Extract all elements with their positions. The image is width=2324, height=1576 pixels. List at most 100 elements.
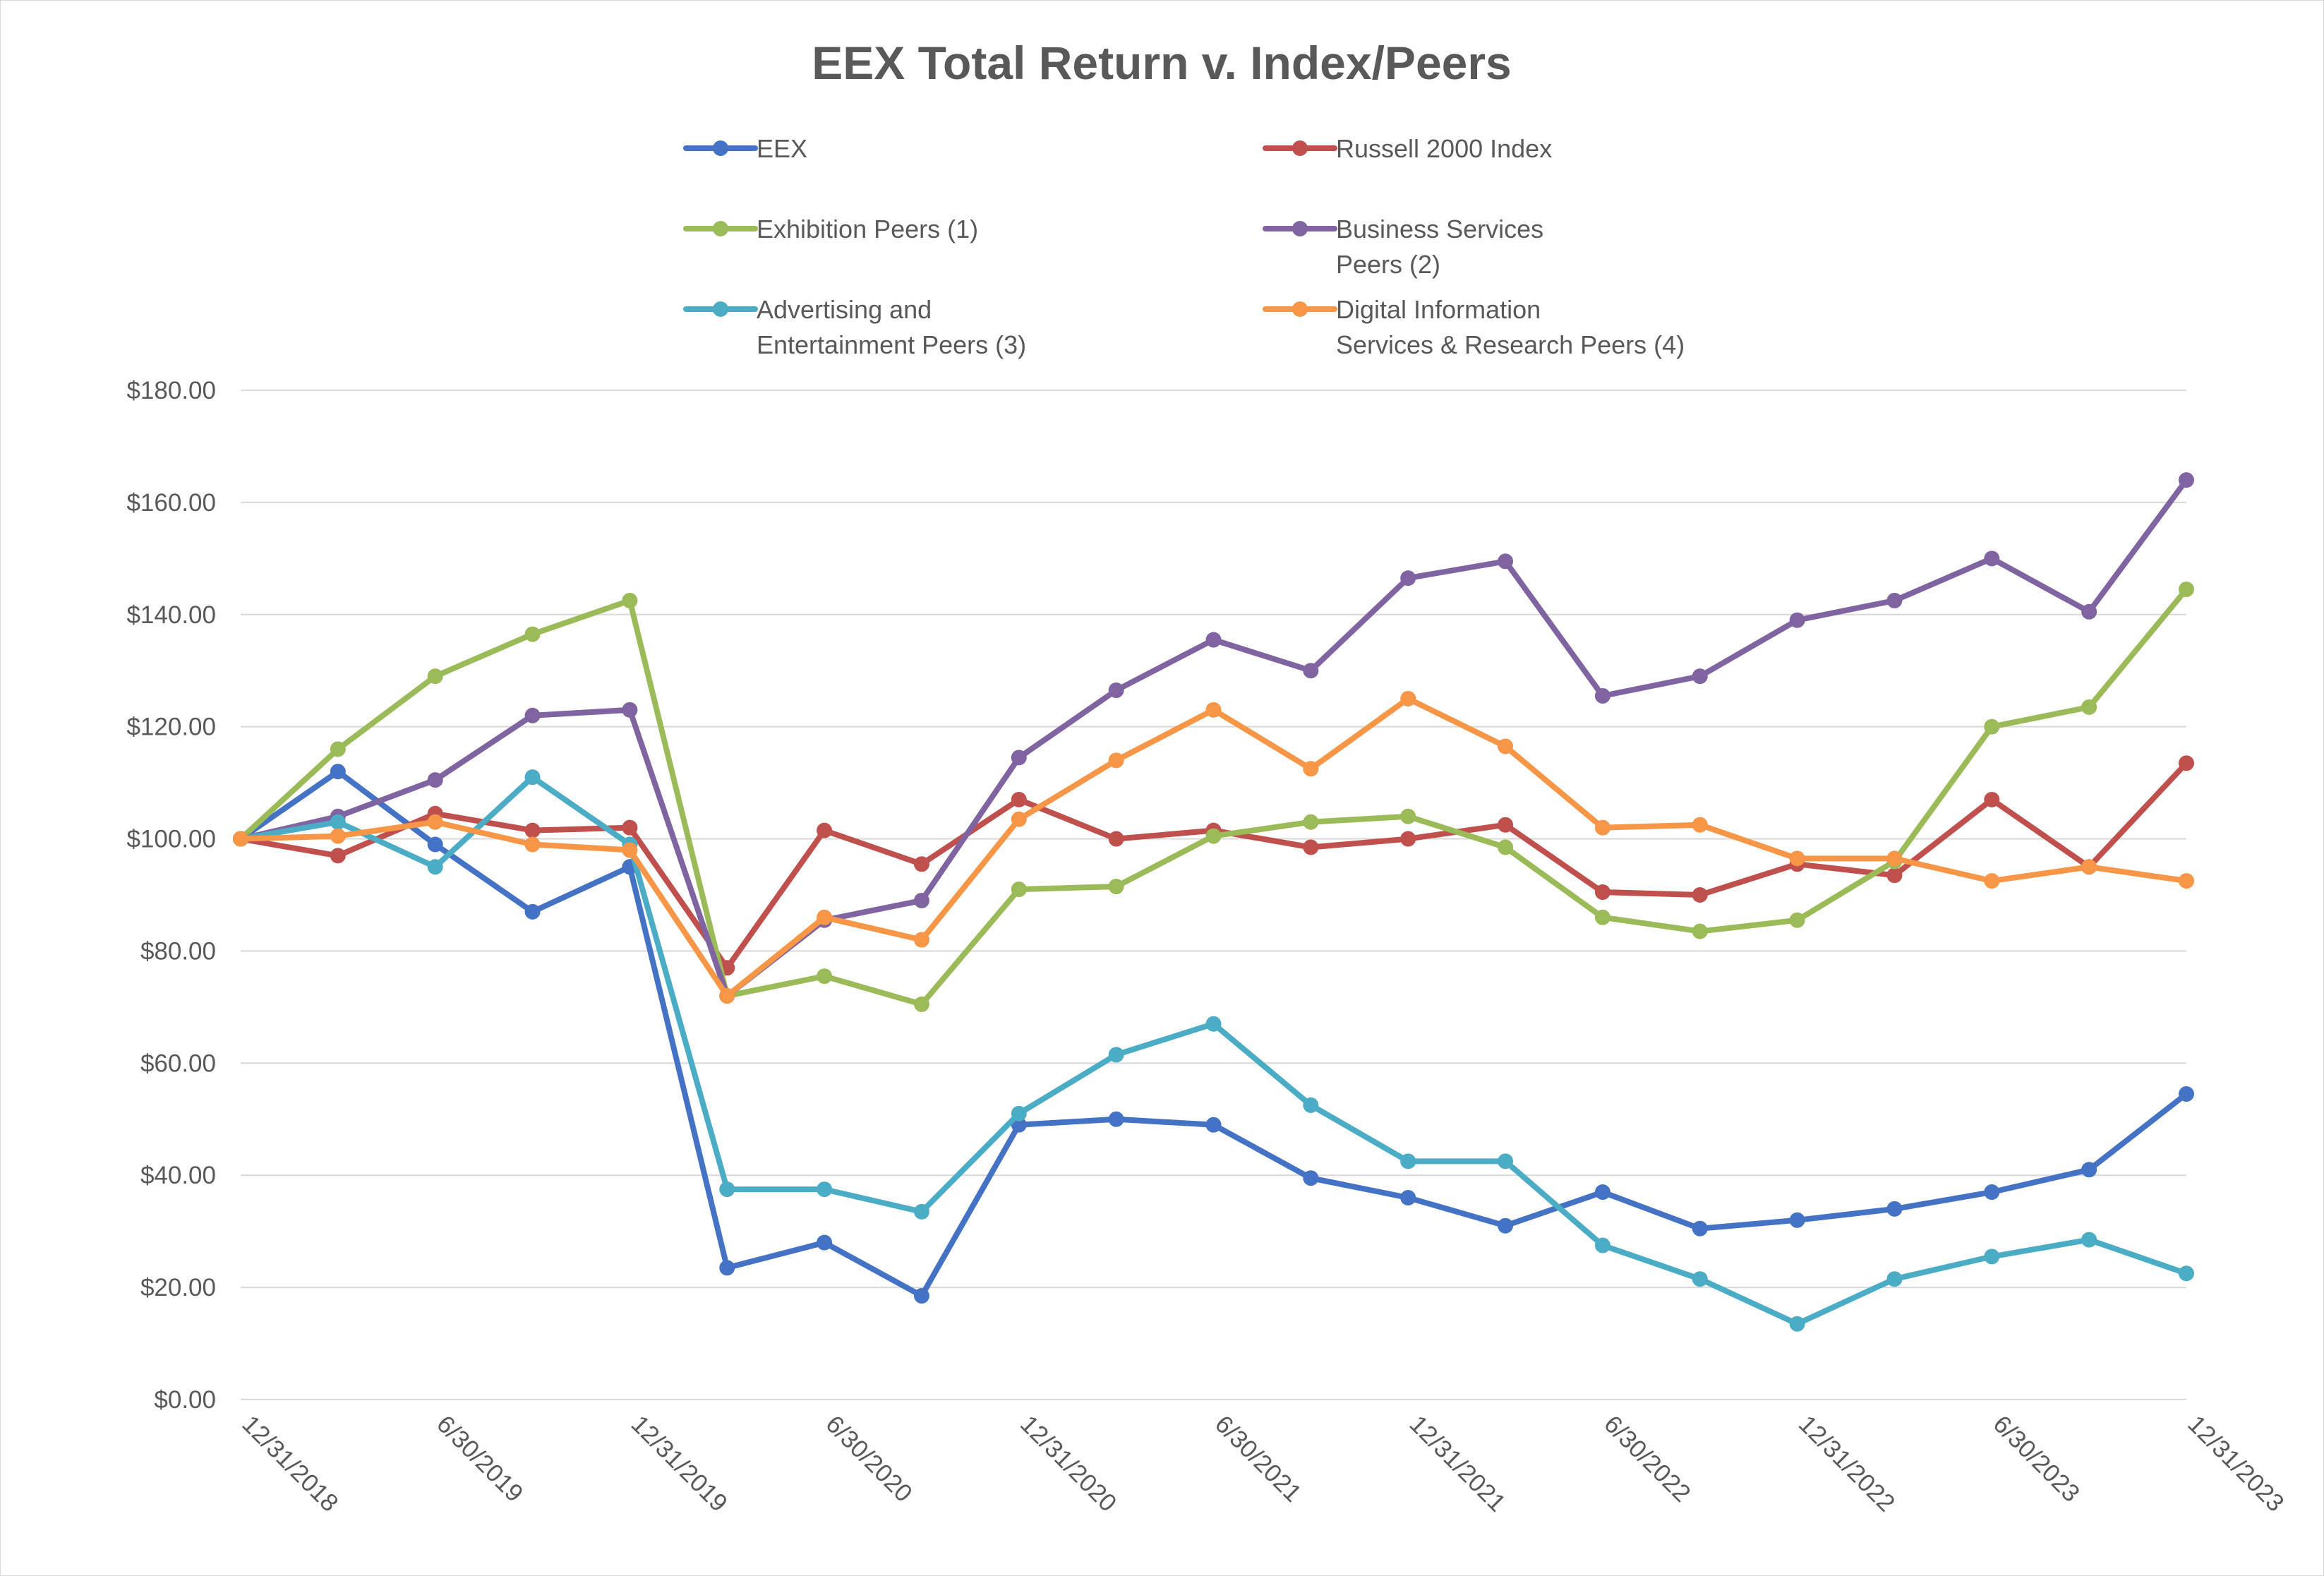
data-point (1789, 850, 1805, 867)
data-point (427, 836, 443, 853)
data-point (913, 996, 929, 1012)
data-point (1886, 850, 1903, 867)
data-point (1789, 612, 1805, 628)
data-point (817, 968, 833, 985)
data-point (1984, 791, 2000, 807)
data-point (1498, 839, 1514, 855)
data-point (1205, 702, 1222, 718)
data-point (330, 828, 346, 844)
data-point (817, 1234, 833, 1251)
data-point (427, 859, 443, 875)
data-point (2081, 859, 2097, 875)
data-point (2081, 699, 2097, 715)
data-point (913, 1203, 929, 1220)
data-point (1011, 1105, 1027, 1121)
data-point (524, 769, 541, 786)
data-point (1400, 808, 1416, 824)
x-tick-label: 6/30/2022 (1598, 1410, 1696, 1508)
data-point (1789, 1212, 1805, 1228)
series-group (233, 472, 2194, 1004)
legend-label: Peers (2) (1336, 250, 1440, 279)
legend-label: Services & Research Peers (4) (1336, 330, 1685, 359)
data-point (1400, 690, 1416, 706)
x-tick-label: 12/31/2023 (2182, 1410, 2289, 1517)
x-tick-label: 12/31/2022 (1793, 1410, 1900, 1517)
legend-label: Exhibition Peers (1) (757, 215, 978, 243)
data-point (817, 909, 833, 925)
data-point (1498, 553, 1514, 570)
series-line (238, 587, 2189, 1007)
data-point (1594, 884, 1610, 901)
series-group (233, 690, 2194, 1004)
data-point (1303, 839, 1319, 855)
data-point (330, 848, 346, 864)
data-point (913, 932, 929, 948)
x-axis-tick-labels: 12/31/2018 6/30/2019 12/31/2019 6/30/2020 12… (236, 1410, 2289, 1517)
data-point (524, 707, 541, 723)
legend-swatch-marker (1292, 221, 1308, 236)
data-point (2081, 603, 2097, 620)
data-point (1789, 912, 1805, 928)
data-point (1692, 817, 1708, 833)
data-point (1011, 750, 1027, 766)
data-point (1108, 879, 1124, 895)
data-point (1498, 738, 1514, 754)
data-point (1692, 887, 1708, 903)
data-point (2179, 582, 2194, 598)
data-point (2179, 1086, 2194, 1102)
data-point (2179, 1265, 2194, 1282)
data-point (2081, 1162, 2097, 1178)
legend-item: Business Services Peers (2) (1263, 215, 1543, 279)
legend-label: Entertainment Peers (3) (757, 330, 1026, 359)
data-point (1594, 687, 1610, 704)
data-point (2179, 755, 2194, 771)
data-point (1692, 668, 1708, 685)
y-tick-label: $20.00 (140, 1274, 216, 1301)
data-point (1692, 1271, 1708, 1287)
data-point (524, 836, 541, 853)
data-point (1594, 1184, 1610, 1201)
data-point (1886, 592, 1903, 608)
y-tick-label: $160.00 (126, 489, 216, 517)
data-point (719, 1181, 735, 1198)
data-point (1205, 1117, 1222, 1133)
legend-label: Advertising and (757, 295, 932, 324)
legend-label: EEX (757, 134, 807, 163)
data-point (1594, 819, 1610, 836)
legend-item: Exhibition Peers (1) (683, 215, 978, 243)
legend-label: Business Services (1336, 215, 1543, 243)
data-point (330, 741, 346, 757)
data-point (1886, 867, 1903, 884)
data-point (1303, 1097, 1319, 1113)
data-point (1692, 1220, 1708, 1237)
data-point (913, 1288, 929, 1304)
legend-swatch-marker (1292, 301, 1308, 317)
data-point (913, 856, 929, 872)
x-tick-label: 12/31/2019 (626, 1410, 733, 1517)
data-point (622, 819, 638, 836)
y-tick-label: $40.00 (140, 1162, 216, 1189)
data-point (2081, 1232, 2097, 1248)
data-point (1498, 1153, 1514, 1169)
data-point (427, 668, 443, 685)
data-point (2179, 472, 2194, 488)
data-point (1011, 882, 1027, 898)
data-point (1984, 718, 2000, 735)
data-point (1011, 811, 1027, 827)
y-tick-label: $100.00 (126, 826, 216, 853)
legend-item: Digital Information Services & Research P… (1263, 295, 1685, 359)
legend-item: Russell 2000 Index (1263, 134, 1552, 163)
x-tick-label: 6/30/2021 (1210, 1410, 1307, 1508)
data-point (1594, 909, 1610, 925)
data-point (1303, 761, 1319, 777)
data-point (913, 892, 929, 908)
legend-label: Digital Information (1336, 295, 1541, 324)
y-tick-label: $60.00 (140, 1049, 216, 1077)
data-point (1108, 1111, 1124, 1127)
data-point (1498, 817, 1514, 833)
data-point (524, 903, 541, 920)
data-point (1205, 632, 1222, 648)
data-point (1303, 663, 1319, 679)
